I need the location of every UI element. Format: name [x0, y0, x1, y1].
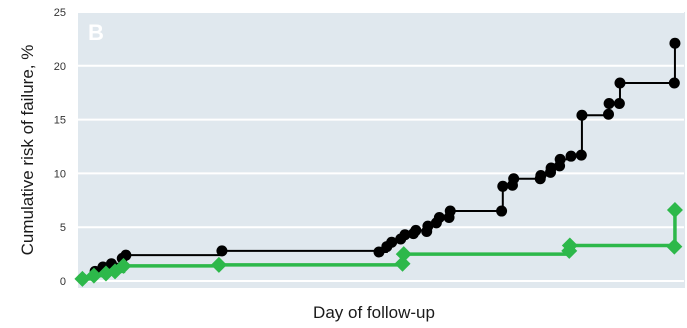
series-0-point-33: [603, 108, 614, 120]
series-0-point-21: [497, 180, 509, 192]
y-tick-labels: 0 5 10 15 20 25: [54, 7, 66, 288]
y-tick-label-2: 10: [54, 168, 66, 180]
grid-lines: [78, 11, 684, 282]
series-0-point-36: [614, 77, 626, 89]
series-1-point-10: [666, 238, 683, 255]
y-tick-label-1: 5: [60, 222, 66, 234]
series-0-point-11: [399, 229, 411, 241]
series-layer: [74, 37, 683, 287]
series-0-point-32: [576, 109, 588, 121]
series-0-point-20: [496, 205, 508, 217]
series-1-point-5: [210, 256, 227, 273]
series-0-point-31: [575, 149, 587, 161]
series-0-point-5: [120, 249, 132, 261]
series-1-point-6: [394, 255, 411, 272]
series-0-point-6: [216, 245, 228, 257]
series-0-point-7: [373, 246, 385, 258]
plot-background: [78, 12, 685, 288]
series-0-point-25: [535, 170, 547, 182]
series-0-point-13: [410, 224, 422, 236]
series-0-point-23: [508, 173, 520, 185]
series-0-point-38: [669, 37, 681, 49]
series-0-point-37: [668, 77, 680, 89]
y-tick-label-3: 15: [54, 115, 66, 127]
panel-letter: B: [88, 20, 104, 45]
series-1-point-1: [85, 267, 102, 284]
series-1-point-4: [115, 257, 132, 274]
x-axis-title: Day of follow-up: [313, 303, 435, 322]
series-0-point-17: [433, 212, 445, 224]
y-tick-label-4: 20: [54, 61, 66, 73]
y-tick-label-5: 25: [54, 7, 66, 19]
series-0-point-27: [545, 162, 557, 174]
y-tick-label-0: 0: [60, 276, 66, 288]
series-0-point-19: [444, 205, 456, 217]
series-0-point-34: [603, 97, 615, 109]
series-1-point-11: [666, 201, 683, 218]
series-0-point-15: [422, 220, 434, 232]
series-0-point-9: [386, 236, 398, 248]
series-0-point-35: [613, 97, 625, 109]
series-1-point-9: [561, 237, 578, 254]
y-axis-title: Cumulative risk of failure, %: [18, 45, 37, 256]
series-1-point-7: [395, 246, 412, 263]
series-1-point-0: [74, 270, 91, 287]
series-0-point-29: [554, 153, 566, 165]
series-0-point-30: [565, 150, 577, 162]
